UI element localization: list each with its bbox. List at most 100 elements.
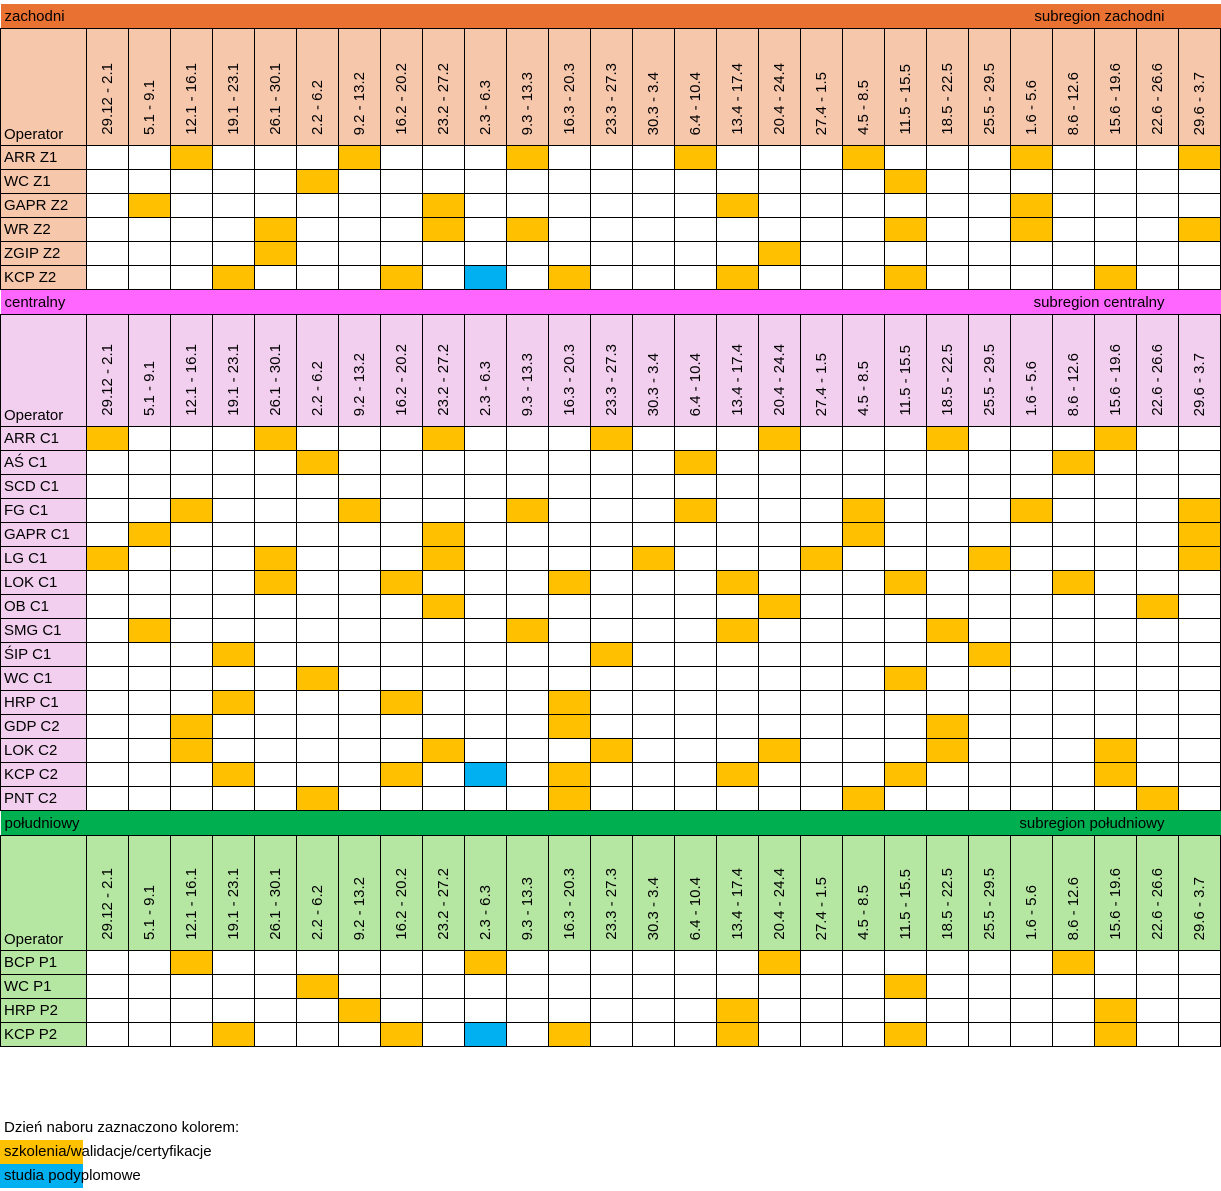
week-cell-training[interactable] <box>548 690 591 715</box>
week-cell[interactable] <box>968 265 1011 290</box>
week-cell[interactable] <box>86 594 129 619</box>
week-cell[interactable] <box>254 714 297 739</box>
week-cell[interactable] <box>968 450 1011 475</box>
week-cell[interactable] <box>800 169 843 194</box>
week-cell[interactable] <box>254 450 297 475</box>
week-cell[interactable] <box>968 950 1011 975</box>
week-cell[interactable] <box>590 570 633 595</box>
week-cell-training[interactable] <box>1010 498 1053 523</box>
week-cell-training[interactable] <box>212 642 255 667</box>
week-cell[interactable] <box>254 738 297 763</box>
week-cell[interactable] <box>884 690 927 715</box>
week-cell[interactable] <box>1052 762 1095 787</box>
week-cell-training[interactable] <box>1178 498 1221 523</box>
week-cell[interactable] <box>1136 426 1179 451</box>
week-cell[interactable] <box>1178 570 1221 595</box>
week-cell[interactable] <box>464 618 507 643</box>
week-cell[interactable] <box>86 217 129 242</box>
week-cell[interactable] <box>842 594 885 619</box>
week-cell[interactable] <box>1010 450 1053 475</box>
week-cell[interactable] <box>632 642 675 667</box>
week-cell[interactable] <box>170 642 213 667</box>
week-cell[interactable] <box>1052 498 1095 523</box>
week-cell[interactable] <box>590 714 633 739</box>
week-cell-training[interactable] <box>926 738 969 763</box>
week-cell[interactable] <box>1136 642 1179 667</box>
week-cell[interactable] <box>590 950 633 975</box>
week-cell[interactable] <box>338 474 381 499</box>
week-cell[interactable] <box>422 666 465 691</box>
week-cell[interactable] <box>212 666 255 691</box>
week-cell-training[interactable] <box>1094 1022 1137 1047</box>
week-cell-training[interactable] <box>380 690 423 715</box>
week-cell-training[interactable] <box>170 145 213 170</box>
week-cell[interactable] <box>464 786 507 811</box>
week-cell[interactable] <box>926 594 969 619</box>
week-cell[interactable] <box>800 998 843 1023</box>
week-cell[interactable] <box>338 522 381 547</box>
week-cell[interactable] <box>422 642 465 667</box>
week-cell[interactable] <box>1010 974 1053 999</box>
week-cell-training[interactable] <box>548 570 591 595</box>
week-cell[interactable] <box>758 145 801 170</box>
week-cell[interactable] <box>800 474 843 499</box>
week-cell[interactable] <box>86 193 129 218</box>
week-cell[interactable] <box>968 498 1011 523</box>
week-cell-training[interactable] <box>170 738 213 763</box>
week-cell[interactable] <box>128 1022 171 1047</box>
week-cell[interactable] <box>800 1022 843 1047</box>
week-cell[interactable] <box>716 522 759 547</box>
week-cell[interactable] <box>380 241 423 266</box>
week-cell[interactable] <box>1052 265 1095 290</box>
week-cell-training[interactable] <box>590 426 633 451</box>
week-cell[interactable] <box>1052 522 1095 547</box>
week-cell[interactable] <box>800 217 843 242</box>
week-cell[interactable] <box>842 690 885 715</box>
week-cell[interactable] <box>86 998 129 1023</box>
week-cell[interactable] <box>590 217 633 242</box>
week-cell[interactable] <box>758 217 801 242</box>
week-cell[interactable] <box>380 522 423 547</box>
week-cell-training[interactable] <box>380 265 423 290</box>
week-cell[interactable] <box>1178 786 1221 811</box>
week-cell-training[interactable] <box>422 594 465 619</box>
week-cell[interactable] <box>296 522 339 547</box>
week-cell[interactable] <box>632 666 675 691</box>
week-cell-training[interactable] <box>758 738 801 763</box>
week-cell[interactable] <box>1010 738 1053 763</box>
week-cell[interactable] <box>590 241 633 266</box>
week-cell[interactable] <box>1052 974 1095 999</box>
week-cell[interactable] <box>464 217 507 242</box>
week-cell[interactable] <box>86 950 129 975</box>
week-cell[interactable] <box>1136 498 1179 523</box>
week-cell[interactable] <box>716 217 759 242</box>
week-cell[interactable] <box>926 193 969 218</box>
week-cell[interactable] <box>590 786 633 811</box>
week-cell[interactable] <box>296 474 339 499</box>
week-cell[interactable] <box>254 145 297 170</box>
week-cell[interactable] <box>1136 1022 1179 1047</box>
week-cell[interactable] <box>338 570 381 595</box>
week-cell[interactable] <box>296 265 339 290</box>
week-cell-training[interactable] <box>674 498 717 523</box>
week-cell[interactable] <box>968 762 1011 787</box>
week-cell[interactable] <box>926 786 969 811</box>
week-cell[interactable] <box>1178 642 1221 667</box>
week-cell[interactable] <box>926 474 969 499</box>
week-cell[interactable] <box>506 998 549 1023</box>
week-cell[interactable] <box>1178 690 1221 715</box>
week-cell[interactable] <box>548 217 591 242</box>
week-cell[interactable] <box>338 690 381 715</box>
week-cell[interactable] <box>632 950 675 975</box>
week-cell[interactable] <box>1136 570 1179 595</box>
week-cell[interactable] <box>338 265 381 290</box>
week-cell[interactable] <box>1010 546 1053 571</box>
week-cell[interactable] <box>296 618 339 643</box>
week-cell[interactable] <box>926 950 969 975</box>
week-cell-training[interactable] <box>548 1022 591 1047</box>
week-cell[interactable] <box>800 666 843 691</box>
week-cell-training[interactable] <box>380 570 423 595</box>
week-cell[interactable] <box>254 786 297 811</box>
week-cell[interactable] <box>674 974 717 999</box>
week-cell[interactable] <box>1136 714 1179 739</box>
